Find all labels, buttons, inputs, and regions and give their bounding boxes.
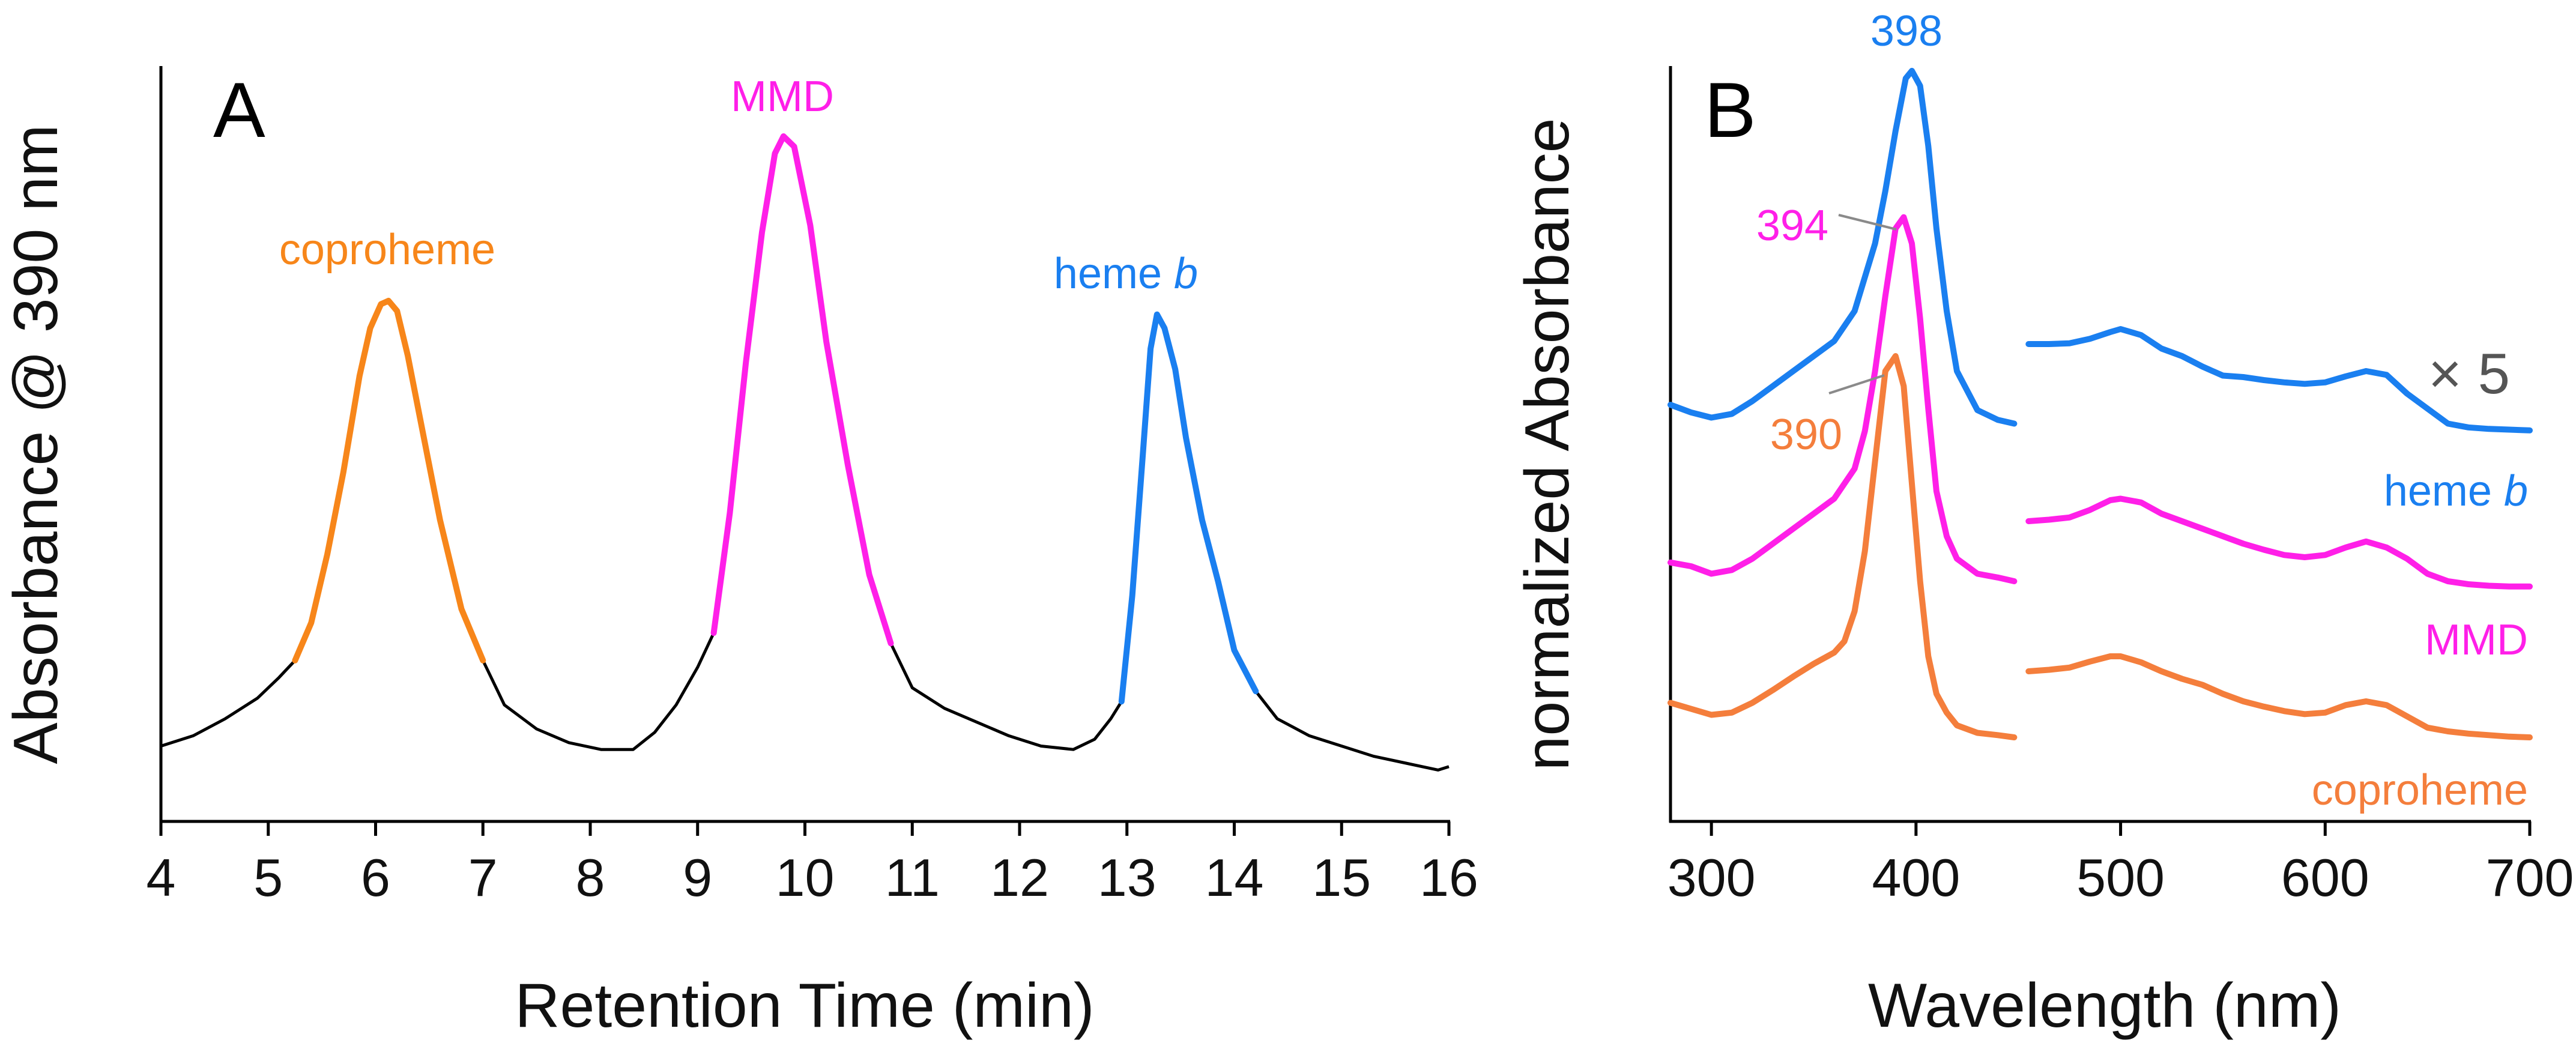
peak-label-heme-b-text: heme — [1054, 250, 1162, 298]
spectrum-mmd-visible — [2025, 495, 2533, 590]
peak-coproheme — [292, 297, 486, 664]
panel-a: A 4 5 6 7 8 9 10 11 12 13 14 15 16 Retention Time (m… — [1, 66, 1478, 1041]
series-label-coproheme: coproheme — [2312, 766, 2528, 814]
b-x-tick-label-600: 600 — [2281, 848, 2369, 907]
series-label-mmd: MMD — [2425, 616, 2528, 664]
panel-a-chromatogram — [160, 133, 1450, 772]
spectrum-heme-b-soret — [1667, 68, 2018, 427]
peak-label-394: 394 — [1756, 202, 1828, 250]
panel-b-x-axis-title: Wavelength (nm) — [1868, 971, 2341, 1041]
a-x-tick-label-7: 7 — [468, 848, 498, 907]
panel-b: B 300 400 500 600 700 Wavelength (nm) normal… — [1513, 7, 2574, 1041]
series-label-heme-b: heme b — [2384, 467, 2528, 515]
a-x-tick-label-16: 16 — [1420, 848, 1478, 907]
peak-label-coproheme: coproheme — [279, 226, 495, 274]
leader-line-394 — [1838, 214, 1897, 231]
leader-line-390 — [1828, 374, 1885, 394]
panel-a-letter: A — [213, 66, 265, 154]
peak-label-heme-b-italic: b — [1174, 250, 1198, 298]
panel-b-x-ticks — [1710, 821, 2532, 836]
series-label-heme-b-italic: b — [2504, 467, 2528, 515]
panel-a-y-axis-title: Absorbance @ 390 nm — [1, 124, 71, 764]
spectrum-heme-b-visible — [2025, 326, 2533, 434]
panel-a-peak-labels: coproheme MMD heme b — [279, 73, 1198, 298]
a-x-tick-label-13: 13 — [1098, 848, 1156, 907]
panel-b-y-axis-title: normalized Absorbance — [1513, 118, 1582, 771]
a-x-tick-label-12: 12 — [990, 848, 1049, 907]
spectrum-coproheme-visible — [2025, 653, 2533, 740]
a-x-tick-label-10: 10 — [776, 848, 835, 907]
peak-label-390: 390 — [1770, 411, 1842, 459]
panel-b-x-tick-labels: 300 400 500 600 700 — [1667, 848, 2574, 907]
b-x-tick-label-300: 300 — [1667, 848, 1756, 907]
a-x-tick-label-15: 15 — [1312, 848, 1371, 907]
panel-a-x-ticks — [159, 821, 1451, 836]
peak-label-398: 398 — [1870, 7, 1943, 55]
peak-mmd — [710, 133, 894, 647]
scale-note: × 5 — [2428, 342, 2510, 406]
a-x-tick-label-8: 8 — [576, 848, 605, 907]
peak-heme-b — [1118, 311, 1259, 705]
a-x-tick-label-14: 14 — [1205, 848, 1264, 907]
a-x-tick-label-4: 4 — [147, 848, 176, 907]
a-x-tick-label-5: 5 — [253, 848, 283, 907]
panel-b-letter: B — [1704, 66, 1756, 154]
b-x-tick-label-700: 700 — [2486, 848, 2574, 907]
peak-label-mmd: MMD — [731, 73, 834, 121]
b-x-tick-label-400: 400 — [1872, 848, 1960, 907]
panel-a-x-tick-labels: 4 5 6 7 8 9 10 11 12 13 14 15 16 — [147, 848, 1478, 907]
a-x-tick-label-9: 9 — [683, 848, 712, 907]
spectrum-mmd-soret — [1667, 214, 2018, 584]
panel-a-x-axis-title: Retention Time (min) — [515, 971, 1094, 1041]
series-label-heme-b-text: heme — [2384, 467, 2492, 515]
spectrum-coproheme-soret — [1667, 353, 2018, 740]
b-x-tick-label-500: 500 — [2076, 848, 2165, 907]
a-x-tick-label-11: 11 — [885, 848, 940, 907]
panel-b-spectra — [1667, 68, 2533, 740]
peak-label-heme-b: heme b — [1054, 250, 1198, 298]
a-x-tick-label-6: 6 — [361, 848, 390, 907]
